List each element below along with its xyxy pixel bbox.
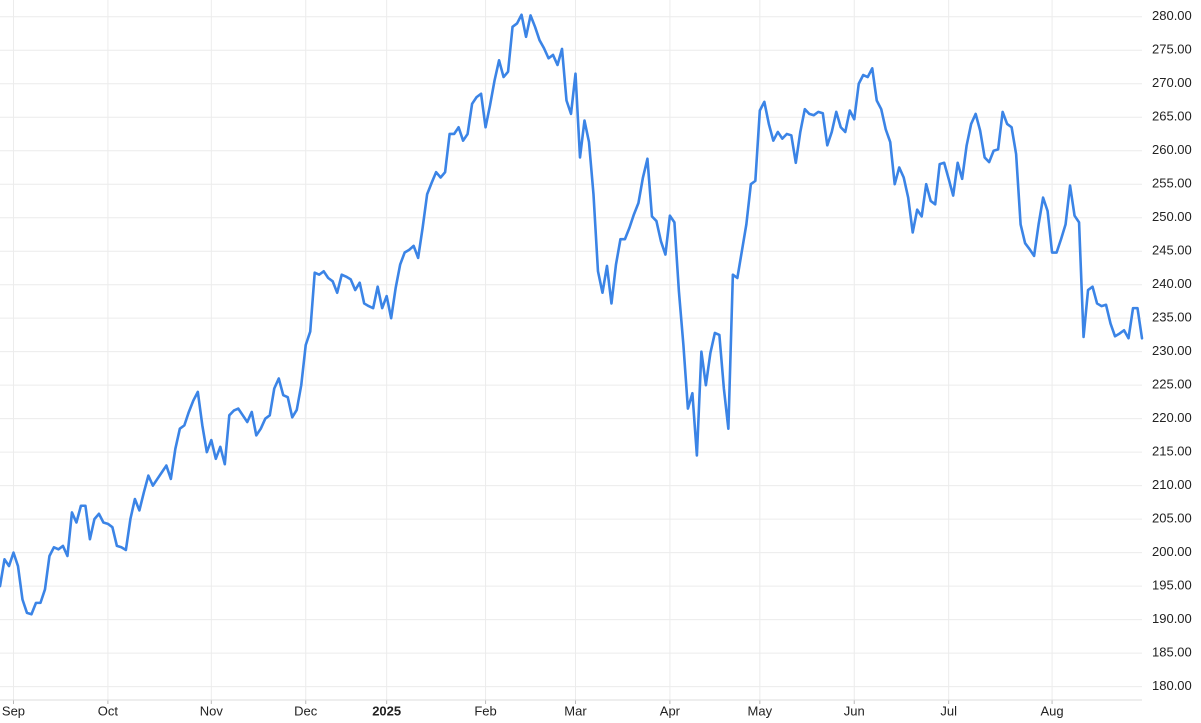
y-tick-label: 205.00 <box>1152 511 1192 526</box>
y-tick-label: 180.00 <box>1152 678 1192 693</box>
x-tick-label: 2025 <box>372 703 401 718</box>
y-tick-label: 275.00 <box>1152 42 1192 57</box>
x-tick-label: Dec <box>294 703 318 718</box>
y-tick-label: 195.00 <box>1152 578 1192 593</box>
y-tick-label: 185.00 <box>1152 645 1192 660</box>
y-tick-label: 220.00 <box>1152 410 1192 425</box>
y-tick-label: 240.00 <box>1152 276 1192 291</box>
y-tick-label: 190.00 <box>1152 611 1192 626</box>
x-tick-label: Apr <box>660 703 681 718</box>
y-tick-label: 225.00 <box>1152 377 1192 392</box>
y-tick-label: 210.00 <box>1152 477 1192 492</box>
x-tick-label: Feb <box>474 703 496 718</box>
y-tick-label: 245.00 <box>1152 243 1192 258</box>
y-tick-label: 255.00 <box>1152 176 1192 191</box>
x-tick-label: Sep <box>2 703 25 718</box>
price-line <box>0 13 1144 616</box>
x-tick-label: May <box>748 703 773 718</box>
x-tick-label: Aug <box>1041 703 1064 718</box>
y-tick-label: 280.00 <box>1152 8 1192 23</box>
y-tick-label: 265.00 <box>1152 109 1192 124</box>
y-tick-label: 250.00 <box>1152 209 1192 224</box>
y-tick-label: 270.00 <box>1152 75 1192 90</box>
x-tick-label: Mar <box>564 703 587 718</box>
x-tick-label: Nov <box>200 703 224 718</box>
y-tick-label: 260.00 <box>1152 142 1192 157</box>
y-tick-label: 200.00 <box>1152 544 1192 559</box>
x-tick-label: Jun <box>844 703 865 718</box>
x-tick-label: Oct <box>98 703 119 718</box>
y-tick-label: 230.00 <box>1152 343 1192 358</box>
y-tick-label: 235.00 <box>1152 310 1192 325</box>
y-tick-label: 215.00 <box>1152 444 1192 459</box>
x-tick-label: Jul <box>940 703 957 718</box>
